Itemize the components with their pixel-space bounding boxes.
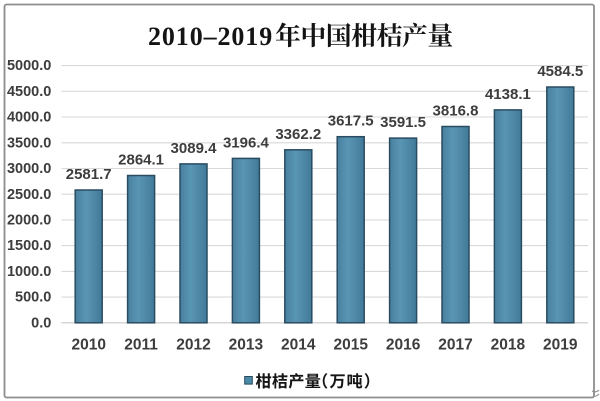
svg-text:3500.0: 3500.0 [7, 135, 51, 151]
svg-text:5000.0: 5000.0 [7, 58, 51, 74]
svg-text:3617.5: 3617.5 [328, 113, 374, 130]
svg-text:2011: 2011 [124, 336, 158, 353]
svg-text:2864.1: 2864.1 [118, 152, 164, 169]
svg-text:0.0: 0.0 [31, 315, 51, 331]
svg-text:1500.0: 1500.0 [7, 238, 51, 254]
svg-text:4000.0: 4000.0 [7, 110, 51, 126]
svg-text:2000.0: 2000.0 [7, 213, 51, 229]
svg-text:2013: 2013 [229, 336, 264, 353]
svg-text:2018: 2018 [491, 336, 526, 353]
svg-text:2010–2019: 2010–2019 [148, 22, 273, 51]
svg-text:3591.5: 3591.5 [380, 114, 426, 131]
svg-text:3362.2: 3362.2 [275, 126, 321, 143]
svg-text:2581.7: 2581.7 [66, 166, 112, 183]
svg-text:2500.0: 2500.0 [7, 187, 51, 203]
svg-text:500.0: 500.0 [15, 290, 51, 306]
svg-text:4138.1: 4138.1 [485, 86, 531, 103]
svg-text:2014: 2014 [281, 336, 316, 353]
svg-text:4500.0: 4500.0 [7, 84, 51, 100]
svg-text:3000.0: 3000.0 [7, 161, 51, 177]
svg-text:3089.4: 3089.4 [171, 140, 218, 157]
svg-text:2010: 2010 [71, 336, 105, 353]
svg-text:2012: 2012 [176, 336, 210, 353]
svg-text:3816.8: 3816.8 [433, 103, 479, 120]
svg-text:2017: 2017 [438, 336, 472, 353]
svg-text:2019: 2019 [543, 336, 578, 353]
svg-text:1000.0: 1000.0 [7, 264, 51, 280]
svg-text:3196.4: 3196.4 [223, 134, 270, 151]
svg-text:2015: 2015 [333, 336, 368, 353]
svg-text:2016: 2016 [386, 336, 421, 353]
svg-text:4584.5: 4584.5 [537, 63, 583, 80]
